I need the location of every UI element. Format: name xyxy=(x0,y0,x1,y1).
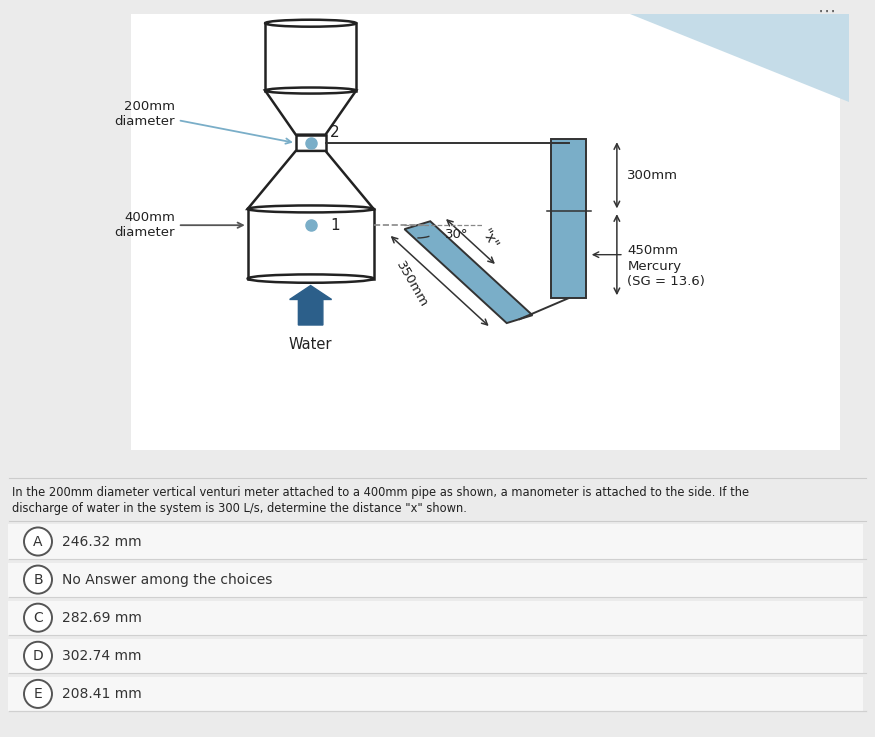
Text: "x": "x" xyxy=(478,226,500,252)
Circle shape xyxy=(24,680,52,708)
Bar xyxy=(8,525,863,559)
Text: In the 200mm diameter vertical venturi meter attached to a 400mm pipe as shown, : In the 200mm diameter vertical venturi m… xyxy=(12,486,749,500)
Text: B: B xyxy=(33,573,43,587)
Polygon shape xyxy=(248,209,374,279)
Bar xyxy=(8,677,863,711)
Ellipse shape xyxy=(265,88,356,94)
Bar xyxy=(8,601,863,635)
Bar xyxy=(8,562,863,597)
Text: 302.74 mm: 302.74 mm xyxy=(62,649,142,663)
Circle shape xyxy=(24,565,52,593)
Text: 200mm
diameter: 200mm diameter xyxy=(115,99,291,144)
Bar xyxy=(131,14,840,450)
Text: D: D xyxy=(32,649,44,663)
Ellipse shape xyxy=(248,206,374,212)
Text: 2: 2 xyxy=(330,125,340,141)
Polygon shape xyxy=(404,221,533,323)
Polygon shape xyxy=(265,91,356,135)
Text: C: C xyxy=(33,611,43,625)
Circle shape xyxy=(24,604,52,632)
Text: 246.32 mm: 246.32 mm xyxy=(62,534,142,548)
Text: Mercury
(SG = 13.6): Mercury (SG = 13.6) xyxy=(627,260,705,288)
Text: 300mm: 300mm xyxy=(627,169,678,182)
Bar xyxy=(8,639,863,673)
Circle shape xyxy=(24,642,52,670)
Text: 450mm: 450mm xyxy=(627,243,678,256)
Polygon shape xyxy=(296,135,326,151)
Text: 400mm
diameter: 400mm diameter xyxy=(115,212,243,240)
Text: 208.41 mm: 208.41 mm xyxy=(62,687,142,701)
Ellipse shape xyxy=(248,274,374,283)
Text: 30°: 30° xyxy=(445,228,469,241)
Text: discharge of water in the system is 300 L/s, determine the distance "x" shown.: discharge of water in the system is 300 … xyxy=(12,503,467,515)
Text: No Answer among the choices: No Answer among the choices xyxy=(62,573,272,587)
Polygon shape xyxy=(630,14,849,102)
Text: 1: 1 xyxy=(330,217,340,233)
Ellipse shape xyxy=(265,20,356,27)
Text: 282.69 mm: 282.69 mm xyxy=(62,611,142,625)
Text: Water: Water xyxy=(289,337,332,352)
FancyArrow shape xyxy=(290,285,332,325)
Circle shape xyxy=(24,528,52,556)
Polygon shape xyxy=(265,24,356,91)
Polygon shape xyxy=(551,139,586,298)
Text: A: A xyxy=(33,534,43,548)
Text: 350mm: 350mm xyxy=(394,259,430,310)
Polygon shape xyxy=(248,151,374,209)
Text: E: E xyxy=(33,687,42,701)
Text: ⋯: ⋯ xyxy=(818,3,836,21)
